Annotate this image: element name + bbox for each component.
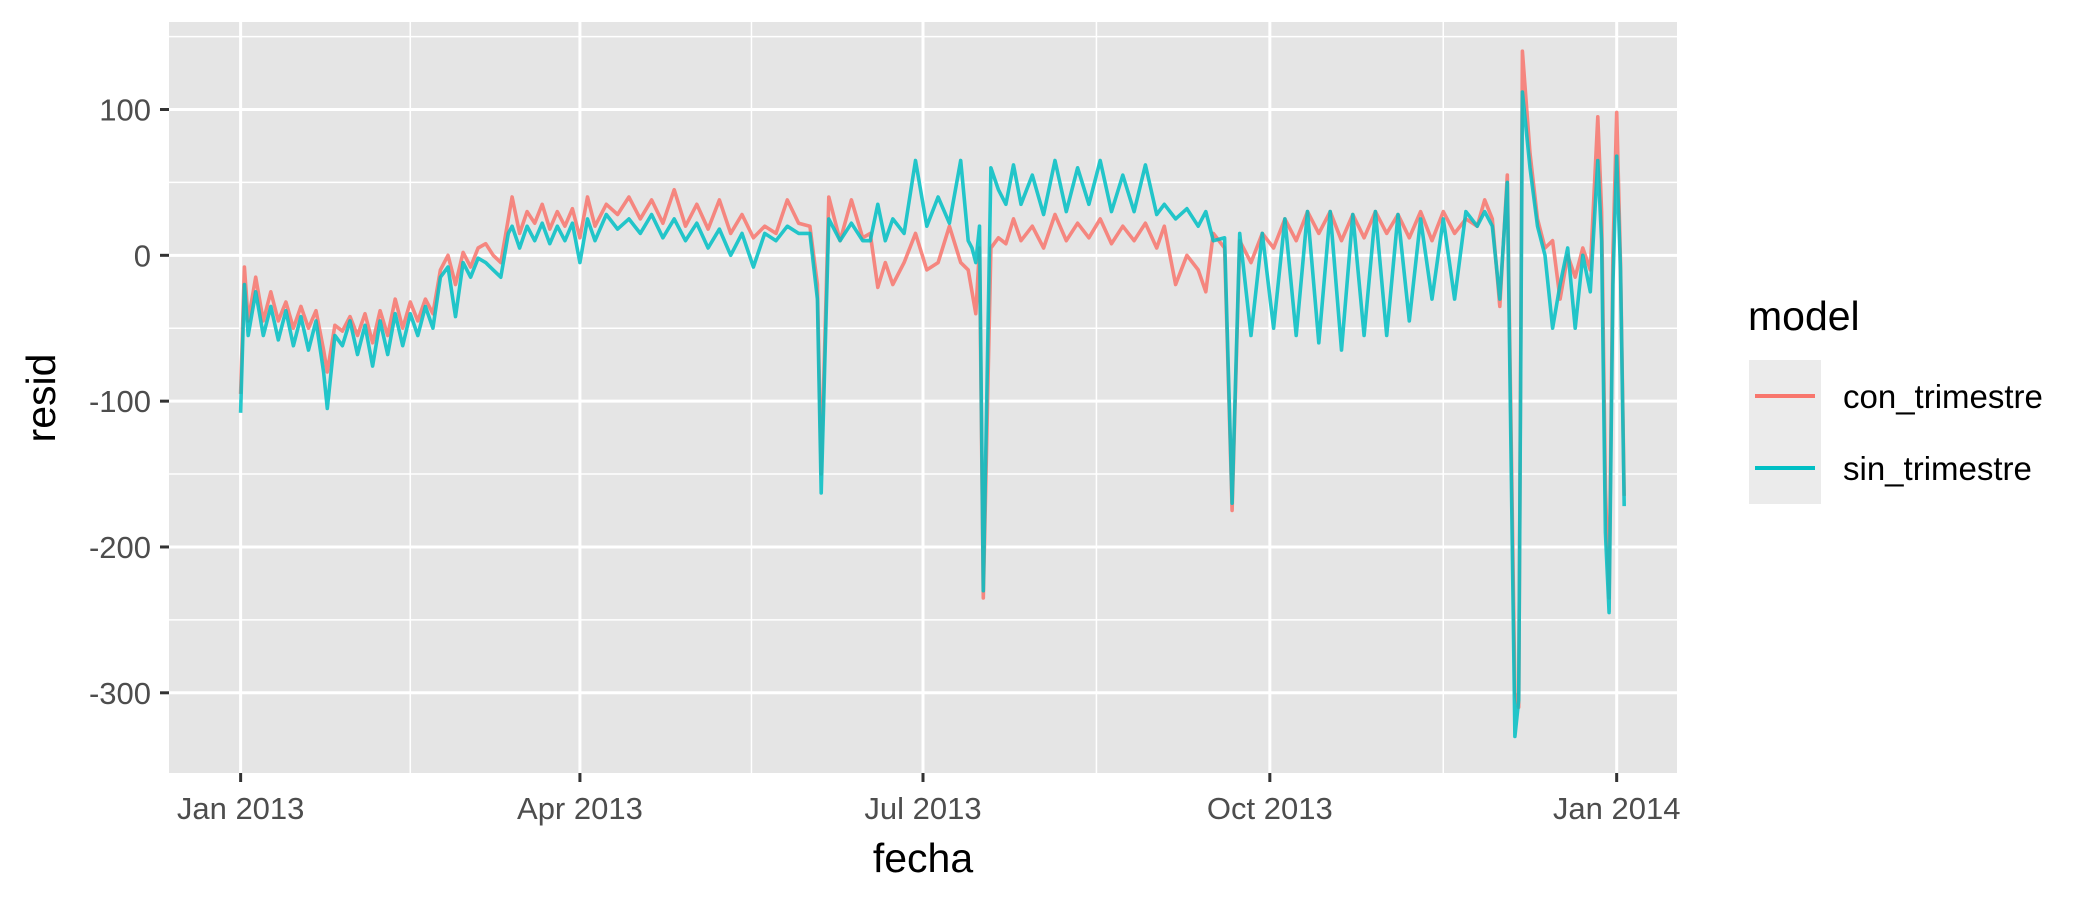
legend-label-sin-trimestre: sin_trimestre xyxy=(1843,450,2032,487)
x-tick-label: Apr 2013 xyxy=(517,791,643,826)
x-tick-label: Jan 2013 xyxy=(177,791,305,826)
x-axis-title: fecha xyxy=(873,835,973,881)
minor-gridlines-x xyxy=(409,22,1445,773)
x-axis: Jan 2013 Apr 2013 Jul 2013 Oct 2013 Jan 2014 xyxy=(177,773,1681,826)
y-axis-title: resid xyxy=(18,354,64,443)
y-tick-label: -200 xyxy=(89,530,151,565)
series-lines xyxy=(238,49,1626,739)
x-tick-label: Jul 2013 xyxy=(864,791,981,826)
legend: model con_trimestre sin_trimestre xyxy=(1748,293,2043,504)
y-axis: 100 0 -100 -200 -300 xyxy=(89,92,169,711)
series-line-sin-trimestre xyxy=(238,90,1626,739)
y-tick-label: 0 xyxy=(134,238,151,273)
x-tick-label: Oct 2013 xyxy=(1207,791,1333,826)
x-tick-label: Jan 2014 xyxy=(1553,791,1681,826)
y-tick-label: 100 xyxy=(99,92,151,127)
legend-key-background xyxy=(1749,360,1821,504)
legend-label-con-trimestre: con_trimestre xyxy=(1843,378,2043,415)
series-line-con-trimestre xyxy=(238,49,1626,710)
y-tick-label: -300 xyxy=(89,676,151,711)
y-tick-label: -100 xyxy=(89,384,151,419)
legend-title: model xyxy=(1748,293,1860,339)
